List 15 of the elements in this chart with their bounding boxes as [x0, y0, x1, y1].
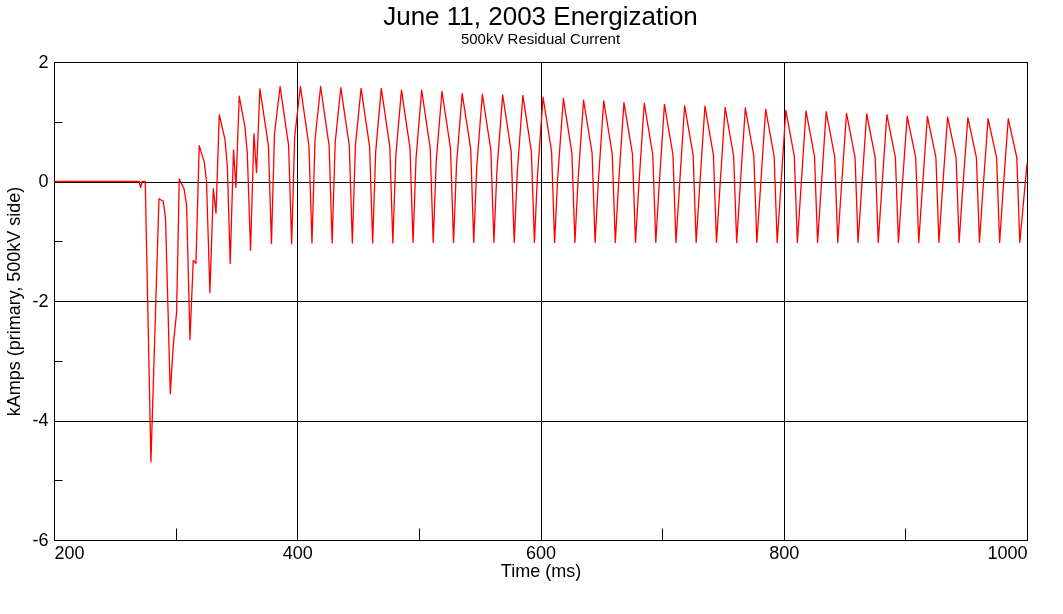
x-tick-label: 200: [54, 542, 85, 563]
y-tick-label: 0: [38, 171, 49, 191]
line-series: [53, 85, 1028, 463]
y-tick-label: 2: [38, 51, 49, 72]
x-tick-label: 1000: [987, 542, 1028, 563]
y-tick-label: -6: [32, 529, 49, 550]
y-tick-label: -4: [32, 410, 49, 430]
y-tick-label: -2: [32, 290, 49, 311]
chart-subtitle: 500kV Residual Current: [460, 30, 621, 47]
x-axis-title: Time (ms): [500, 560, 582, 581]
chart-title: June 11, 2003 Energization: [383, 1, 698, 31]
y-axis-title: kAmps (primary, 500kV side): [4, 186, 25, 417]
x-tick-label: 800: [769, 542, 800, 563]
x-tick-label: 400: [282, 542, 313, 563]
x-tick-label: 600: [525, 542, 557, 563]
